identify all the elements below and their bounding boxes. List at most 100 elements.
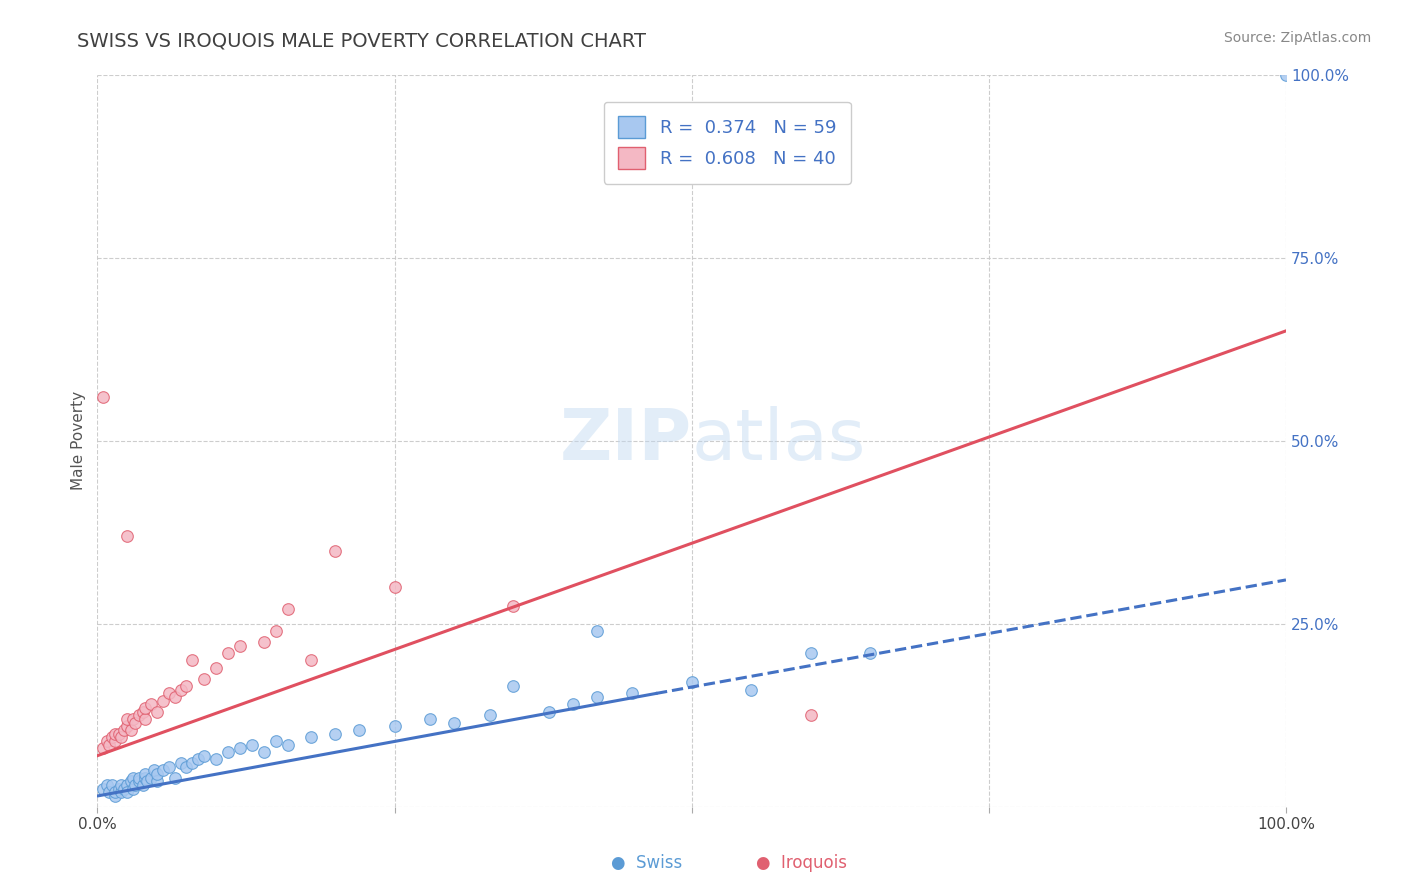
Point [107, 781, 129, 796]
Point [253, 745, 276, 759]
Point [502, 679, 524, 693]
Point [134, 771, 156, 785]
Point [115, 712, 138, 726]
Point [104, 734, 127, 748]
Point [299, 731, 322, 745]
Point [176, 679, 198, 693]
Point [799, 708, 821, 723]
Point [136, 774, 159, 789]
Point [419, 712, 441, 726]
Point [157, 686, 180, 700]
Point [152, 764, 174, 778]
Point [229, 639, 252, 653]
Point [146, 767, 169, 781]
Point [146, 774, 169, 789]
Point [134, 712, 156, 726]
Point [169, 682, 191, 697]
Point [131, 705, 153, 719]
Point [264, 734, 287, 748]
Point [323, 543, 346, 558]
Point [98, 738, 121, 752]
Point [110, 778, 132, 792]
Point [120, 774, 142, 789]
Point [169, 756, 191, 770]
Text: Source: ZipAtlas.com: Source: ZipAtlas.com [1223, 31, 1371, 45]
Point [163, 690, 186, 705]
Point [115, 719, 138, 733]
Point [139, 698, 162, 712]
Point [561, 698, 583, 712]
Point [91, 390, 114, 404]
Point [193, 672, 215, 686]
Point [124, 715, 146, 730]
Point [277, 602, 299, 616]
Point [96, 734, 118, 748]
Y-axis label: Male Poverty: Male Poverty [72, 392, 86, 491]
Point [299, 653, 322, 667]
Point [502, 599, 524, 613]
Text: ●  Swiss: ● Swiss [612, 855, 682, 872]
Point [217, 646, 239, 660]
Text: SWISS VS IROQUOIS MALE POVERTY CORRELATION CHART: SWISS VS IROQUOIS MALE POVERTY CORRELATI… [77, 31, 647, 50]
Point [681, 675, 703, 690]
Point [131, 778, 153, 792]
Point [384, 580, 406, 594]
Point [264, 624, 287, 639]
Point [181, 653, 204, 667]
Text: ●  Iroquois: ● Iroquois [756, 855, 846, 872]
Point [107, 727, 129, 741]
Point [100, 731, 122, 745]
Point [91, 741, 114, 756]
Point [621, 686, 644, 700]
Legend: R =  0.374   N = 59, R =  0.608   N = 40: R = 0.374 N = 59, R = 0.608 N = 40 [603, 102, 851, 184]
Point [205, 752, 228, 766]
Point [323, 727, 346, 741]
Point [163, 771, 186, 785]
Point [859, 646, 882, 660]
Point [240, 738, 263, 752]
Point [139, 771, 162, 785]
Point [104, 785, 127, 799]
Point [181, 756, 204, 770]
Point [100, 778, 122, 792]
Point [799, 646, 821, 660]
Point [217, 745, 239, 759]
Point [229, 741, 252, 756]
Point [205, 661, 228, 675]
Point [112, 781, 135, 796]
Point [124, 778, 146, 792]
Point [152, 694, 174, 708]
Point [478, 708, 501, 723]
Point [115, 529, 138, 543]
Point [104, 727, 127, 741]
Point [443, 715, 465, 730]
Point [91, 781, 114, 796]
Point [112, 723, 135, 737]
Point [128, 771, 150, 785]
Point [134, 701, 156, 715]
Point [110, 785, 132, 799]
Point [253, 635, 276, 649]
Point [143, 764, 166, 778]
Point [134, 767, 156, 781]
Point [740, 682, 762, 697]
Point [120, 723, 142, 737]
Point [128, 708, 150, 723]
Point [277, 738, 299, 752]
Point [128, 774, 150, 789]
Point [122, 781, 145, 796]
Point [384, 719, 406, 733]
Point [146, 705, 169, 719]
Point [1275, 68, 1298, 82]
Point [187, 752, 209, 766]
Point [537, 705, 560, 719]
Point [96, 778, 118, 792]
Text: ZIP: ZIP [560, 406, 692, 475]
Point [157, 760, 180, 774]
Point [193, 748, 215, 763]
Point [122, 712, 145, 726]
Point [115, 778, 138, 792]
Point [122, 771, 145, 785]
Point [176, 760, 198, 774]
Point [104, 789, 127, 803]
